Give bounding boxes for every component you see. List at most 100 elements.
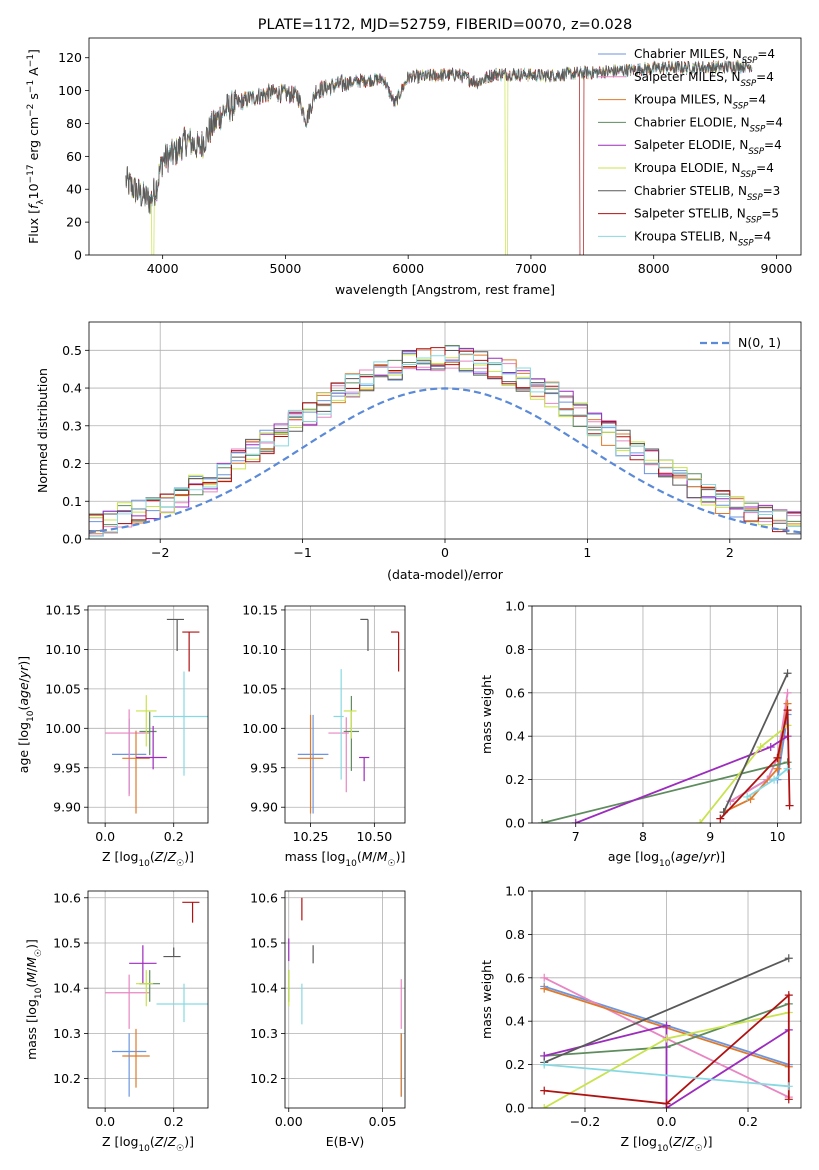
y-tick-label: 0 [74,248,82,263]
legend-entry: Kroupa MILES, NSSP=4 [634,93,766,112]
weight-marker [773,753,782,762]
weight-series-8 [544,1063,789,1088]
x-axis-label: Z [log10(Z/Z☉)] [102,849,194,869]
y-tick-label: 10.00 [45,721,81,736]
weight-marker [716,814,725,823]
y-tick-label: 10.5 [53,935,81,950]
axes-frame [531,605,802,824]
y-tick-label: 0.4 [505,1014,525,1029]
y-tick-label: 80 [66,116,82,131]
x-axis-label: mass [log10(M/M☉)] [285,849,406,869]
legend-entry: Chabrier STELIB, NSSP=3 [634,184,780,203]
plot-area [89,345,801,539]
y-tick-label: 10.6 [250,890,278,905]
gaussian-curve [89,387,801,534]
weight-series-6 [543,957,790,1064]
legend-entry: Salpeter STELIB, NSSP=5 [634,207,779,226]
y-tick-label: 9.90 [53,800,81,815]
y-tick-label: 10.10 [45,642,81,657]
x-tick-label: −2 [151,545,169,560]
mass-weight-vs-age-panel: 7 8 9 10 0.0 0.2 0.4 0.6 0.8 1.0 age [log10(age/yr… [479,599,802,869]
x-axis-label: wavelength [Angstrom, rest frame] [335,282,555,297]
data-point-2 [297,714,324,814]
age-vs-mass-panel: 10.25 10.50 9.90 9.95 10.00 10.05 10.10 10.15 ma… [242,602,406,869]
legend: Chabrier MILES, NSSP=4 Salpeter MILES, NS… [598,47,783,248]
x-tick-label: 0.2 [164,1114,184,1129]
axes-frame [284,605,406,824]
y-tick-label: 0.2 [505,772,525,787]
weight-marker [540,1060,549,1069]
data-point-6 [166,618,184,651]
y-tick-label: 9.90 [250,800,278,815]
weight-marker [773,764,782,773]
y-tick-label: 0.8 [505,642,525,657]
y-axis-label: mass weight [479,675,494,754]
weight-series-7 [719,710,791,820]
weight-series-7 [544,993,790,1105]
weight-marker [770,775,779,784]
weight-series-4 [543,1024,790,1108]
data-point-4 [136,725,167,770]
y-tick-label: 10.00 [242,721,278,736]
plot-area [125,58,753,255]
spectrum-line-6 [125,60,753,214]
histogram-series-6 [89,350,801,539]
weight-marker [540,973,549,982]
data-point-8 [153,671,208,776]
x-tick-label: 8000 [638,261,670,276]
data-point-5 [343,710,357,739]
x-tick-label: 9000 [761,261,793,276]
legend-entry: Salpeter MILES, NSSP=4 [634,70,774,89]
data-point-0 [112,1033,147,1097]
data-point-6 [163,947,181,958]
x-tick-label: 0.00 [275,1114,303,1129]
x-tick-label: 5000 [270,261,302,276]
age-vs-metallicity-panel: 0.0 0.2 9.90 9.95 10.00 10.05 10.10 10.15 Z [log… [16,602,209,869]
residual-histogram-panel: −2 −1 0 1 2 0.0 0.1 0.2 0.3 0.4 0.5 (data-model)/er… [35,321,802,582]
x-tick-label: 0.05 [369,1114,397,1129]
x-axis-label: (data-model)/error [387,567,504,582]
y-tick-label: 10.2 [53,1071,81,1086]
x-axis-label: Z [log10(Z/Z☉)] [620,1134,712,1154]
x-axis-label: Z [log10(Z/Z☉)] [102,1134,194,1154]
weight-marker [662,1099,671,1108]
weight-marker [784,991,793,1000]
data-point-7 [182,631,200,672]
weight-marker [662,1034,671,1043]
x-tick-label: 10.50 [356,829,392,844]
x-tick-label: 10.25 [293,829,329,844]
data-point-8 [156,983,208,1023]
x-tick-label: 7000 [515,261,547,276]
x-tick-label: 4000 [147,261,179,276]
legend-entry: Chabrier ELODIE, NSSP=4 [634,115,783,134]
legend-entry: Kroupa ELODIE, NSSP=4 [634,161,774,180]
plot-area [105,901,208,1097]
y-tick-label: 0.2 [505,1057,525,1072]
x-tick-label: 0 [441,545,449,560]
weight-marker [784,1095,793,1104]
weight-series-1 [729,692,789,803]
axes-frame [87,605,209,824]
histogram-series-7 [89,347,801,539]
x-tick-label: 0.2 [164,829,184,844]
y-tick-label: 10.2 [250,1071,278,1086]
data-point-5 [136,695,157,747]
y-tick-label: 0.1 [62,494,82,509]
axes-frame [284,890,406,1109]
x-tick-label: 8 [639,829,647,844]
legend-entry: Kroupa STELIB, NSSP=4 [634,229,771,248]
plot-area [538,669,794,823]
x-axis-label: age [log10(age/yr)] [608,849,725,869]
y-axis-label: mass weight [479,960,494,1039]
x-tick-label: −1 [293,545,311,560]
mass-vs-metallicity-panel: 0.0 0.2 10.2 10.3 10.4 10.5 10.6 Z [log10(Z/Z☉)… [24,890,209,1154]
y-tick-label: 10.4 [53,981,81,996]
legend-entry: N(0, 1) [738,335,781,350]
plot-area [105,618,208,814]
data-point-7 [390,631,400,672]
y-axis-label: Flux [fλ10−17 erg cm−2 s−1 A−1] [26,49,46,244]
data-point-1 [105,974,150,1029]
data-point-2 [122,1028,150,1088]
legend-entry: Salpeter ELODIE, NSSP=4 [634,138,782,157]
